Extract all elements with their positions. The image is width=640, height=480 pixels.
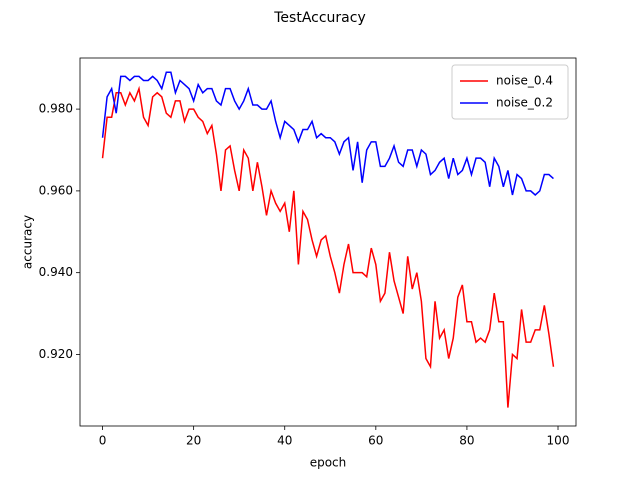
x-tick-label: 40 <box>277 434 292 448</box>
plot-frame <box>79 57 577 427</box>
y-tick-label: 0.980 <box>39 102 73 116</box>
legend-label: noise_0.4 <box>496 74 553 88</box>
x-tick-label: 60 <box>368 434 383 448</box>
x-tick-label: 100 <box>547 434 570 448</box>
x-tick-label: 20 <box>186 434 201 448</box>
x-tick-label: 0 <box>99 434 107 448</box>
y-axis-label: accuracy <box>21 215 35 269</box>
y-tick-label: 0.940 <box>39 265 73 279</box>
x-axis-label: epoch <box>310 456 347 470</box>
legend-box <box>451 64 569 120</box>
y-tick-label: 0.960 <box>39 183 73 197</box>
legend-label: noise_0.2 <box>496 96 553 110</box>
chart-title: TestAccuracy <box>273 10 366 26</box>
y-tick-label: 0.920 <box>39 347 73 361</box>
x-tick-label: 80 <box>459 434 474 448</box>
data-line <box>101 85 555 408</box>
data-line <box>101 71 554 196</box>
